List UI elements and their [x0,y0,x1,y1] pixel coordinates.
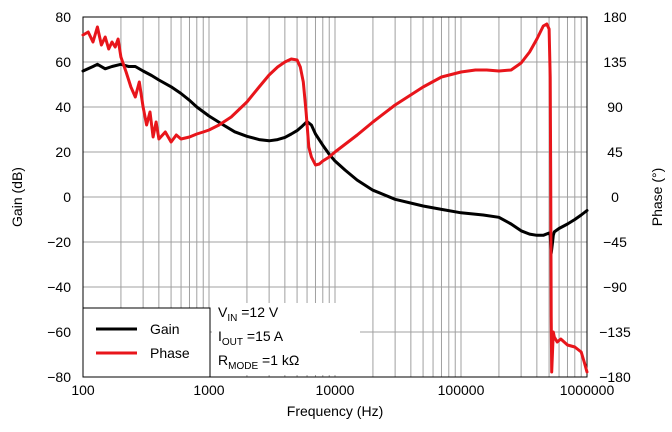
x-axis-ticks: 100 1000 10000 100000 1000000 [71,382,614,398]
right-axis-ticks: −180 −135 −90 −45 0 45 90 135 180 [599,9,631,385]
left-tick-label: 60 [55,54,71,70]
right-tick-label: 180 [603,9,627,25]
legend-label-gain: Gain [150,321,180,337]
right-tick-label: −90 [603,279,627,295]
left-tick-label: 40 [55,99,71,115]
right-tick-label: −45 [603,234,627,250]
test-conditions: VIN =12 V IOUT =15 A RMODE =1 kΩ [212,303,360,375]
right-tick-label: −180 [599,369,631,385]
left-tick-label: 20 [55,144,71,160]
x-tick-label: 100 [71,382,95,398]
left-axis-title: Gain (dB) [9,167,25,227]
condition-iout: IOUT =15 A [218,328,284,348]
condition-rmode: RMODE =1 kΩ [218,352,299,372]
plot-frame [82,16,588,378]
right-tick-label: 45 [607,144,623,160]
left-tick-label: −80 [47,369,71,385]
right-tick-label: −135 [599,324,631,340]
conditions-box [212,303,360,375]
right-tick-label: 135 [603,54,627,70]
x-tick-label: 10000 [316,382,355,398]
series [81,22,589,374]
right-tick-label: 0 [611,189,619,205]
left-tick-label: 0 [63,189,71,205]
left-tick-label: 80 [55,9,71,25]
left-tick-label: −60 [47,324,71,340]
legend-box [82,307,211,378]
series-line-phase [81,22,589,374]
legend-label-phase: Phase [150,345,190,361]
x-tick-label: 100000 [438,382,485,398]
left-tick-label: −20 [47,234,71,250]
right-tick-label: 90 [607,99,623,115]
x-axis-title: Frequency (Hz) [287,403,383,419]
condition-vin: VIN =12 V [218,304,279,324]
left-axis-ticks: −80 −60 −40 −20 0 20 40 60 80 [47,9,71,385]
left-tick-label: −40 [47,279,71,295]
x-tick-label: 1000 [193,382,224,398]
legend: Gain Phase [82,307,211,378]
right-axis-title: Phase (°) [649,168,665,227]
x-tick-label: 1000000 [560,382,615,398]
